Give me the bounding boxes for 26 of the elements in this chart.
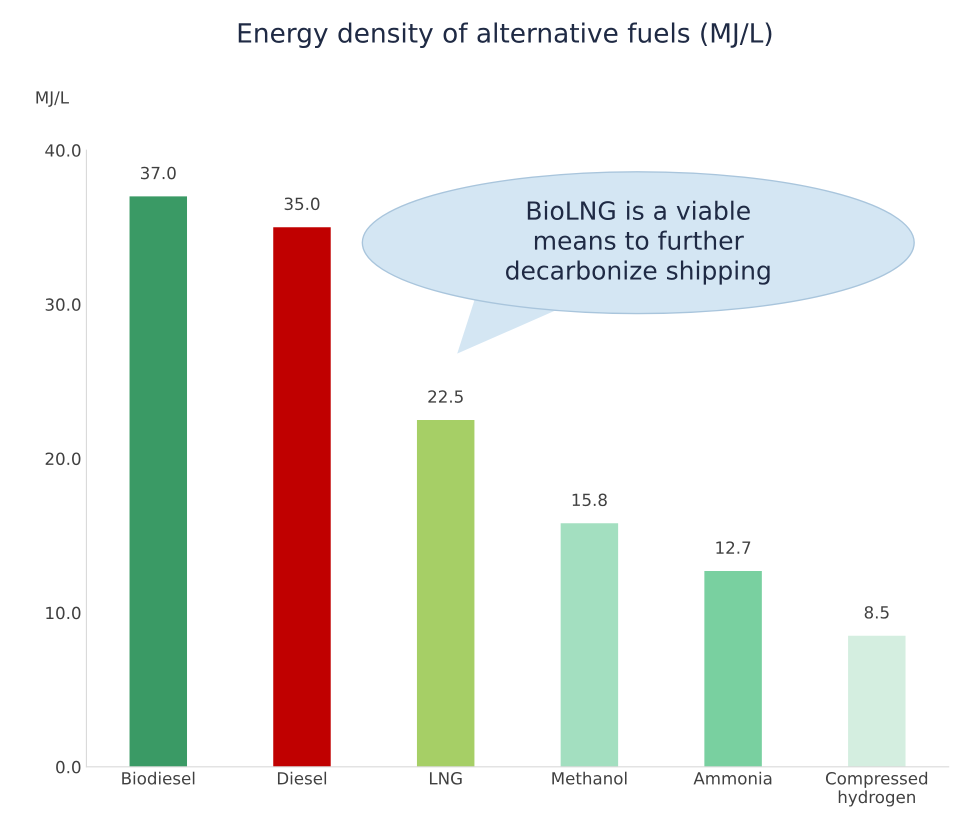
x-tick-label: LNG	[430, 772, 462, 785]
x-tick-label: Diesel	[278, 772, 326, 785]
chart-title: Energy density of alternative fuels (MJ/L)	[238, 22, 772, 48]
y-tick-label: 20.0	[46, 452, 80, 466]
bar	[416, 420, 474, 767]
data-label: 35.0	[284, 198, 320, 210]
data-label: 12.7	[716, 541, 750, 554]
y-tick-label: 40.0	[45, 144, 80, 157]
data-label: 15.8	[572, 494, 607, 506]
bar	[560, 523, 618, 767]
bar	[704, 571, 762, 767]
y-tick-label: 30.0	[46, 298, 80, 311]
data-label: 8.5	[864, 606, 889, 619]
bar	[130, 196, 188, 767]
data-label: 37.0	[140, 166, 176, 180]
x-tick-label: Methanol	[552, 772, 626, 785]
data-label: 22.5	[428, 390, 463, 403]
x-tick-label: Compressed hydrogen	[826, 772, 928, 806]
bar	[273, 227, 331, 767]
y-axis-title: MJ/L	[36, 91, 69, 107]
x-tick-label: Ammonia	[694, 772, 772, 785]
x-tick-label: Biodiesel	[122, 772, 194, 785]
bar	[848, 636, 906, 767]
y-tick-label: 10.0	[46, 606, 80, 620]
annotation: BioLNG is a viable means to further decarbonize shipping	[506, 200, 770, 285]
y-tick-label: 0.0	[56, 760, 80, 774]
